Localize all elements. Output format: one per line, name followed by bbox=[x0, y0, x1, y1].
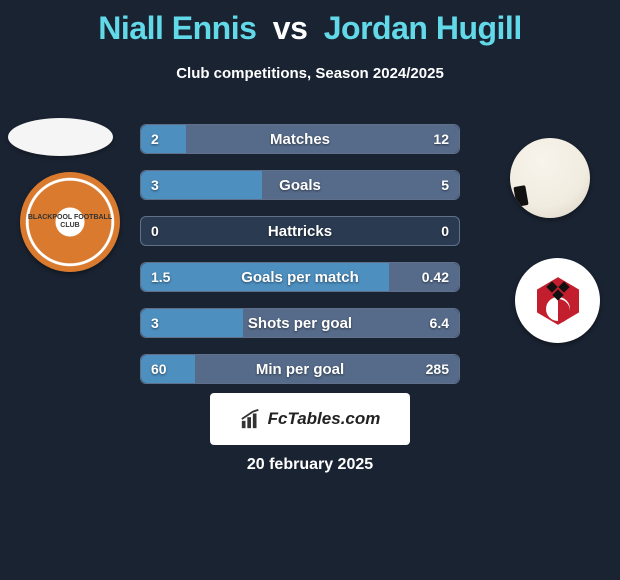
stat-label: Matches bbox=[141, 131, 459, 148]
stat-label: Shots per goal bbox=[141, 315, 459, 332]
player2-club-badge bbox=[515, 258, 600, 343]
stat-row: 3Shots per goal6.4 bbox=[140, 308, 460, 338]
stat-row: 0Hattricks0 bbox=[140, 216, 460, 246]
vs-text: vs bbox=[273, 10, 308, 46]
stat-value-right: 12 bbox=[433, 131, 449, 147]
fctables-branding: FcTables.com bbox=[210, 393, 410, 445]
club-right-icon bbox=[528, 271, 588, 331]
stat-value-right: 285 bbox=[426, 361, 449, 377]
stat-label: Hattricks bbox=[141, 223, 459, 240]
stat-row: 3Goals5 bbox=[140, 170, 460, 200]
stat-label: Goals per match bbox=[141, 269, 459, 286]
fctables-text: FcTables.com bbox=[268, 409, 381, 429]
subtitle: Club competitions, Season 2024/2025 bbox=[0, 65, 620, 82]
chart-icon bbox=[240, 408, 262, 430]
player1-name: Niall Ennis bbox=[98, 10, 256, 46]
comparison-title: Niall Ennis vs Jordan Hugill bbox=[0, 0, 620, 47]
club-left-text: BLACKPOOL FOOTBALL CLUB bbox=[20, 214, 120, 229]
stat-value-right: 5 bbox=[441, 177, 449, 193]
stats-table: 2Matches12 3Goals5 0Hattricks0 1.5Goals per… bbox=[140, 124, 460, 400]
stat-label: Min per goal bbox=[141, 361, 459, 378]
date-text: 20 february 2025 bbox=[0, 456, 620, 474]
stat-value-right: 6.4 bbox=[430, 315, 449, 331]
stat-label: Goals bbox=[141, 177, 459, 194]
player1-avatar-placeholder bbox=[8, 118, 113, 156]
stat-value-right: 0.42 bbox=[422, 269, 449, 285]
player2-name: Jordan Hugill bbox=[324, 10, 522, 46]
stat-row: 2Matches12 bbox=[140, 124, 460, 154]
player2-avatar bbox=[510, 138, 590, 218]
player1-club-badge: BLACKPOOL FOOTBALL CLUB bbox=[20, 172, 120, 272]
stat-row: 60Min per goal285 bbox=[140, 354, 460, 384]
stat-value-right: 0 bbox=[441, 223, 449, 239]
stat-row: 1.5Goals per match0.42 bbox=[140, 262, 460, 292]
